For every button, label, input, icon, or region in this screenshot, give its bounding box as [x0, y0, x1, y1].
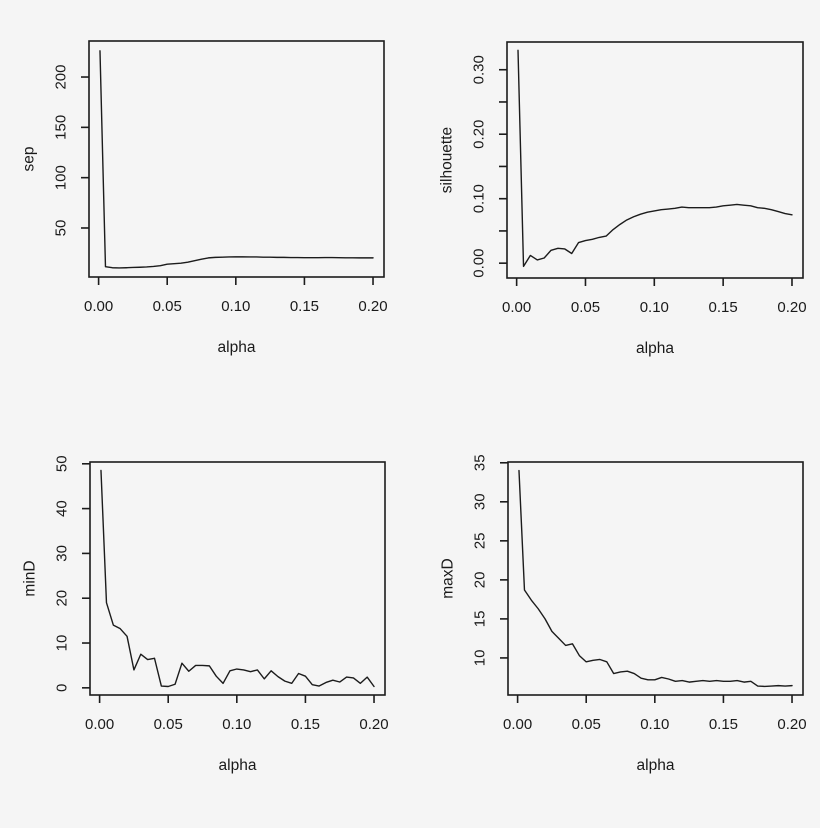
y-tick-label: 0.30	[471, 55, 488, 84]
x-tick-label: 0.15	[709, 716, 738, 733]
chart-sep: 0.00 0.05 0.10 0.15 0.20 50 100 150 200 alpha sep	[21, 40, 388, 356]
y-tick-label: 20	[54, 590, 71, 607]
x-tick-label: 0.00	[84, 298, 113, 315]
panel-maxd: 0.00 0.05 0.10 0.15 0.20 10 15 20 25 30 35 alpha max…	[410, 414, 820, 828]
x-tick-label: 0.05	[153, 298, 182, 315]
y-axis-title: maxD	[440, 558, 457, 598]
y-tick-label: 10	[54, 635, 71, 652]
plot-box	[88, 40, 385, 278]
plot-box	[89, 461, 386, 696]
y-tick-label: 20	[472, 572, 489, 589]
chart-maxd: 0.00 0.05 0.10 0.15 0.20 10 15 20 25 30 35 alpha max…	[440, 454, 807, 774]
data-line	[518, 469, 793, 688]
y-axis-title: silhouette	[439, 127, 456, 193]
data-line	[100, 469, 375, 688]
panel-sep: 0.00 0.05 0.10 0.15 0.20 50 100 150 200 alpha sep	[0, 0, 410, 414]
x-tick-label: 0.05	[154, 716, 183, 733]
y-tick-label: 100	[53, 165, 70, 190]
x-tick-label: 0.05	[572, 716, 601, 733]
x-axis-title: alpha	[637, 757, 675, 774]
chart-silhouette: 0.00 0.05 0.10 0.15 0.20 0.00 0.10 0.20 0.30 alph…	[439, 41, 807, 357]
y-tick-label: 0.00	[471, 249, 488, 278]
x-tick-label: 0.00	[502, 299, 531, 316]
y-tick-label: 0	[54, 684, 71, 692]
y-tick-label: 0.20	[471, 120, 488, 149]
x-tick-label: 0.10	[222, 716, 251, 733]
y-tick-label: 15	[472, 611, 489, 628]
x-tick-label: 0.15	[291, 716, 320, 733]
x-tick-label: 0.20	[777, 299, 806, 316]
x-axis-title: alpha	[218, 339, 256, 356]
data-line	[99, 50, 374, 269]
panel-silhouette: 0.00 0.05 0.10 0.15 0.20 0.00 0.10 0.20 0.30 alph…	[410, 0, 820, 414]
x-tick-label: 0.15	[290, 298, 319, 315]
y-tick-label: 10	[472, 650, 489, 667]
x-tick-label: 0.10	[640, 716, 669, 733]
y-tick-label: 40	[54, 500, 71, 517]
x-tick-label: 0.05	[571, 299, 600, 316]
x-axis-title: alpha	[636, 340, 674, 357]
y-tick-label: 200	[53, 65, 70, 90]
plot-box	[506, 41, 804, 279]
x-tick-label: 0.15	[709, 299, 738, 316]
y-axis-title: minD	[22, 560, 39, 596]
x-tick-label: 0.10	[221, 298, 250, 315]
y-tick-label: 0.10	[471, 184, 488, 213]
x-tick-label: 0.20	[777, 716, 806, 733]
y-axis-title: sep	[21, 147, 38, 172]
y-tick-label: 30	[54, 545, 71, 562]
y-tick-label: 25	[472, 532, 489, 549]
y-tick-label: 50	[54, 455, 71, 472]
x-tick-label: 0.10	[640, 299, 669, 316]
x-tick-label: 0.20	[359, 716, 388, 733]
y-tick-label: 35	[472, 454, 489, 471]
data-line	[517, 49, 793, 268]
chart-mind: 0.00 0.05 0.10 0.15 0.20 0 10 20 30 40 50 alpha minD	[22, 455, 389, 774]
y-tick-label: 150	[53, 115, 70, 140]
x-axis-title: alpha	[219, 757, 257, 774]
x-tick-label: 0.00	[85, 716, 114, 733]
x-tick-label: 0.20	[358, 298, 387, 315]
y-tick-label: 30	[472, 493, 489, 510]
y-tick-label: 50	[53, 220, 70, 237]
panel-mind: 0.00 0.05 0.10 0.15 0.20 0 10 20 30 40 50 alpha minD	[0, 414, 410, 828]
plot-box	[507, 461, 804, 696]
x-tick-label: 0.00	[503, 716, 532, 733]
